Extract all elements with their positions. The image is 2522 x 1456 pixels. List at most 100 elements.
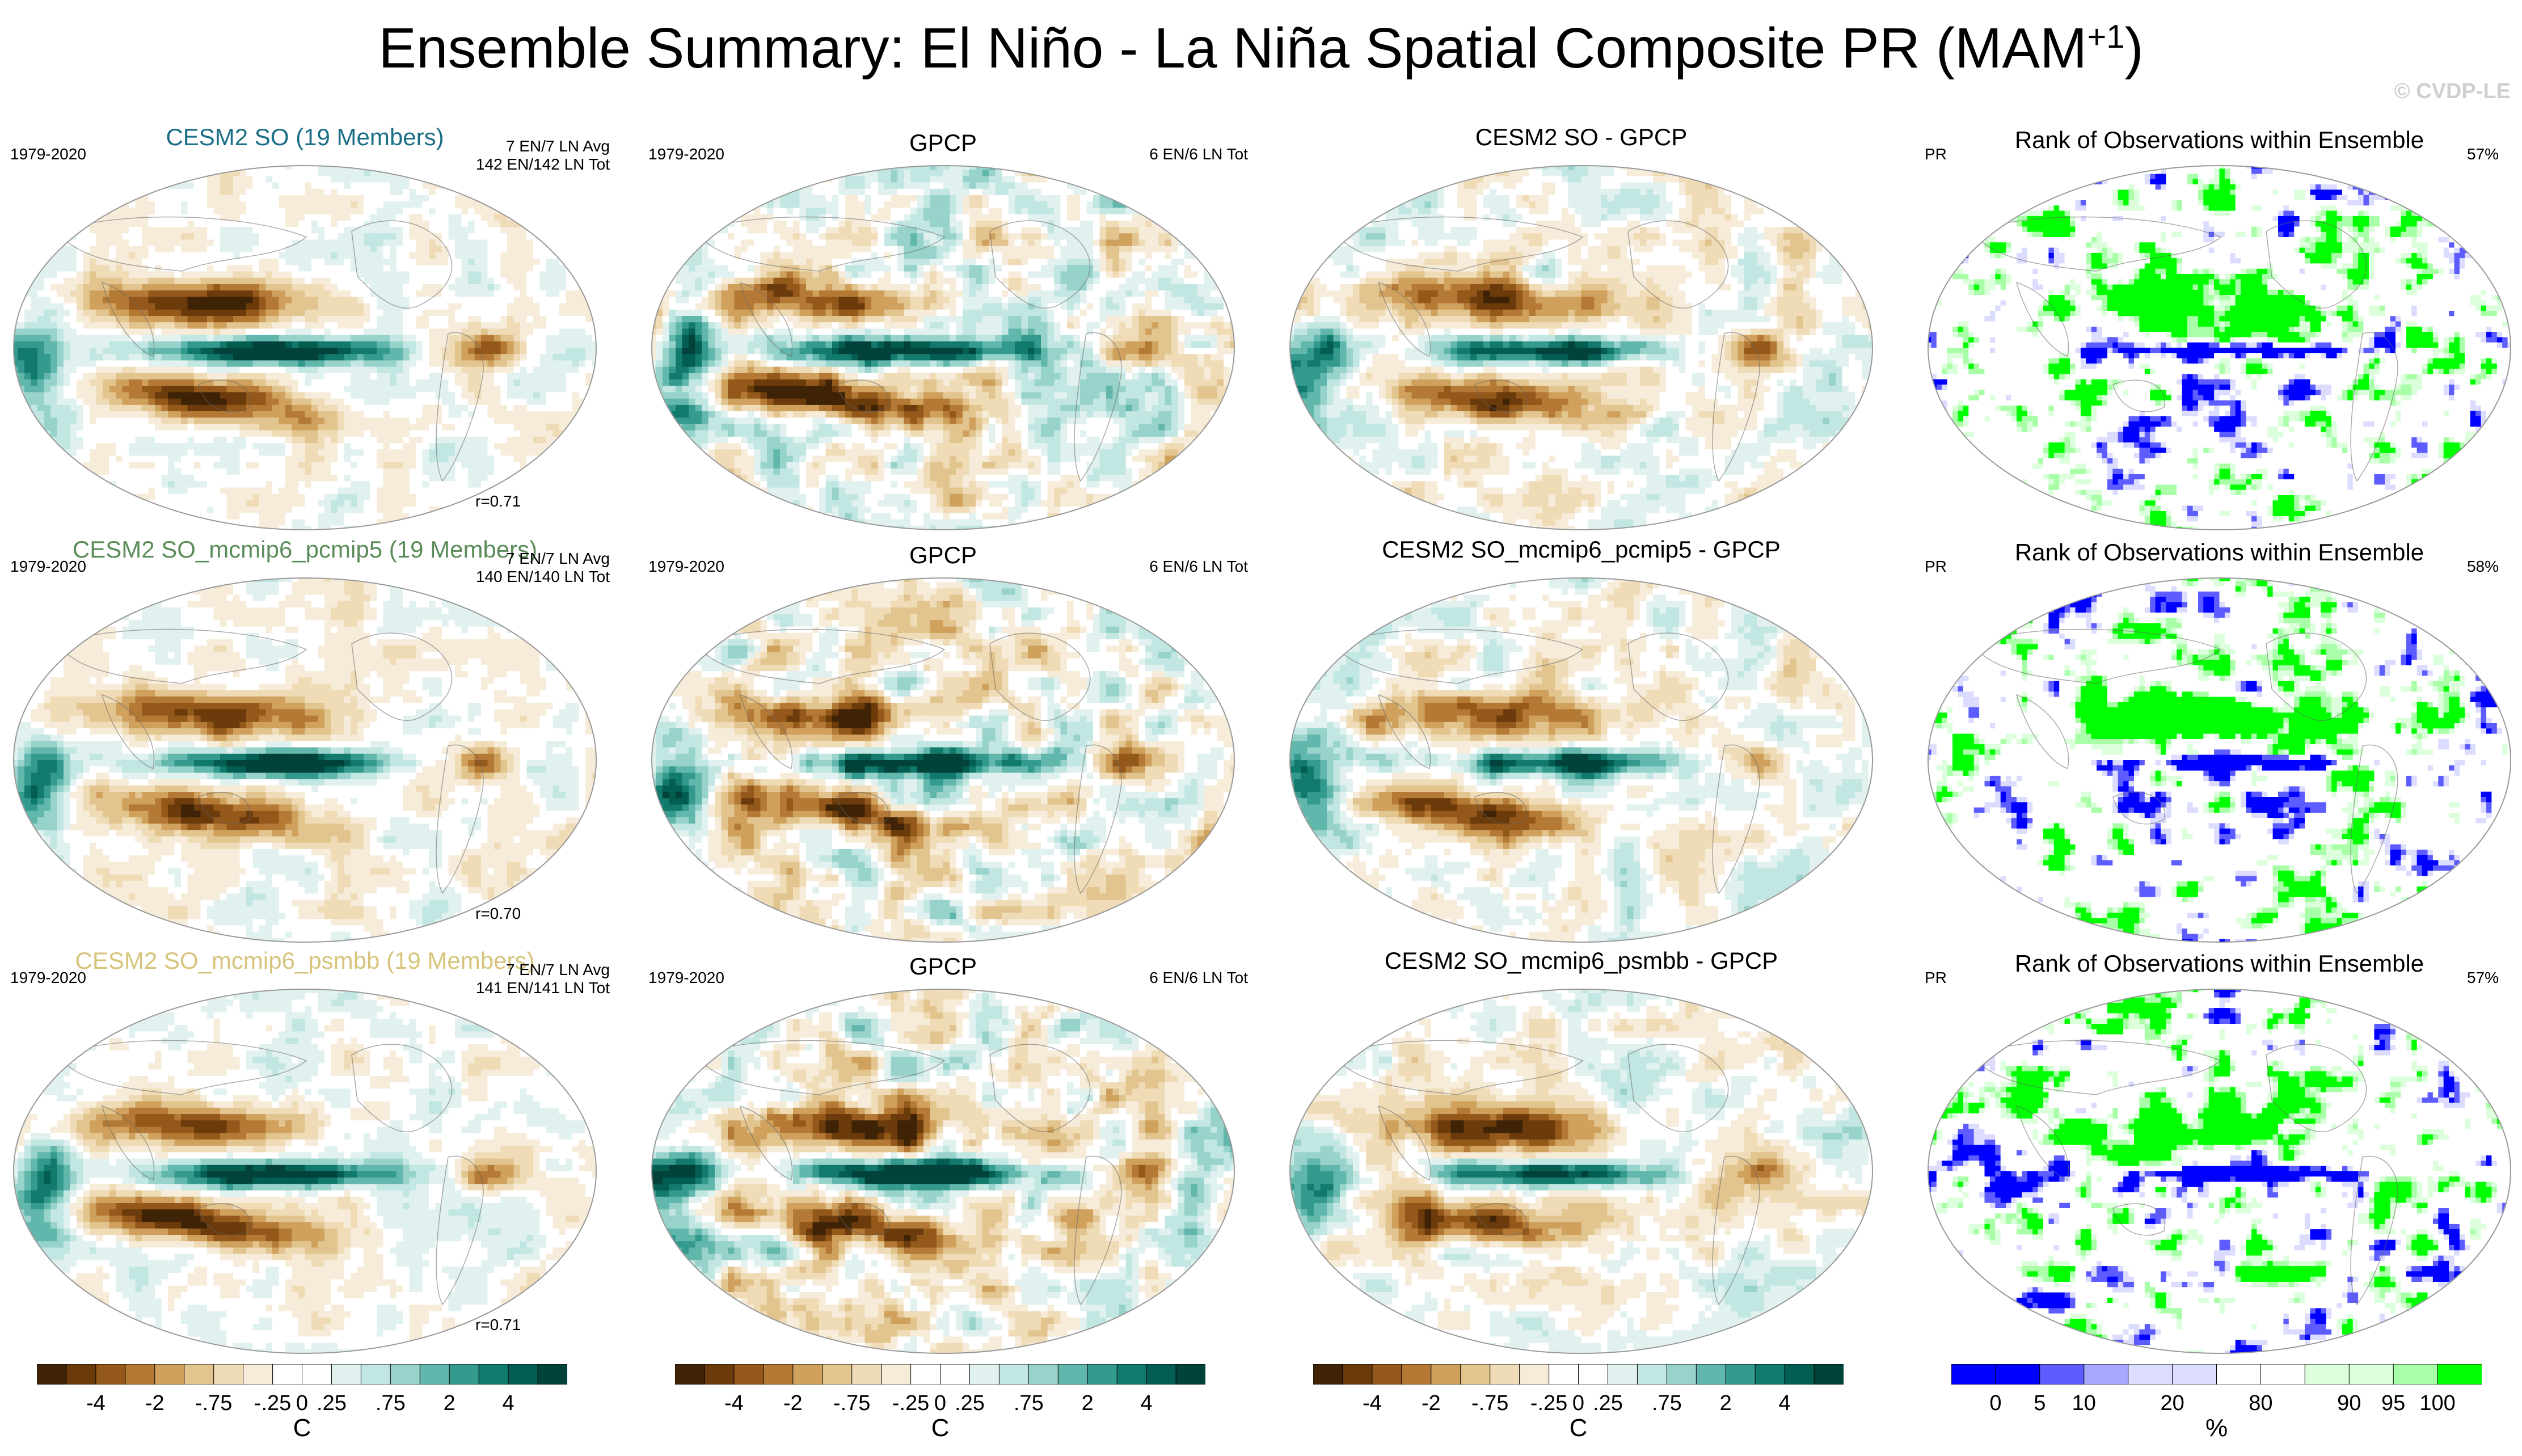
period-label: 1979-2020 <box>10 145 86 163</box>
en-ln-tot-label: 6 EN/6 LN Tot <box>1100 558 1248 576</box>
variable-label: PR <box>1925 969 1947 987</box>
colorbar-tick-label: 2 <box>444 1391 456 1416</box>
anomaly-colorbar-1 <box>675 1364 1205 1385</box>
colorbar-tick-label: -.25 <box>254 1391 291 1416</box>
colorbar-swatch <box>734 1364 764 1385</box>
colorbar-tick-label: 80 <box>2249 1391 2272 1416</box>
colorbar-swatch <box>675 1364 705 1385</box>
colorbar-swatch <box>764 1364 793 1385</box>
colorbar-tick-label: -.25 <box>892 1391 929 1416</box>
colorbar-swatch <box>1608 1364 1637 1385</box>
diff-map-0 <box>1288 163 1875 532</box>
en-ln-tot-label: 6 EN/6 LN Tot <box>1100 969 1248 987</box>
diff-map-1 <box>1288 576 1875 944</box>
colorbar-tick-label: .25 <box>955 1391 985 1416</box>
obs-map-1 <box>650 576 1237 944</box>
obs-map-2 <box>650 987 1237 1356</box>
colorbar-swatch <box>243 1364 273 1385</box>
rank-percent-label: 58% <box>2414 558 2499 576</box>
colorbar-tick-label: .75 <box>376 1391 406 1416</box>
colorbar-swatch <box>1087 1364 1117 1385</box>
colorbar-swatch <box>273 1364 302 1385</box>
pattern-correlation-label: r=0.71 <box>475 492 521 510</box>
colorbar-swatch <box>1667 1364 1696 1385</box>
pattern-correlation-label: r=0.70 <box>475 905 521 923</box>
colorbar-tick-label: 10 <box>2072 1391 2096 1416</box>
anomaly-colorbar-2 <box>1313 1364 1844 1385</box>
figure-title: Ensemble Summary: El Niño - La Niña Spat… <box>0 16 2522 81</box>
colorbar-swatch <box>155 1364 184 1385</box>
colorbar-tick-label: 2 <box>1082 1391 1094 1416</box>
colorbar-swatch <box>2349 1364 2393 1385</box>
colorbar-tick-label: 90 <box>2337 1391 2361 1416</box>
en-ln-avg-label: 7 EN/7 LN Avg <box>462 961 610 979</box>
colorbar-swatch <box>1058 1364 1087 1385</box>
colorbar-swatch <box>214 1364 243 1385</box>
en-ln-avg-label: 7 EN/7 LN Avg <box>462 550 610 568</box>
colorbar-swatch <box>1520 1364 1549 1385</box>
colorbar-swatch <box>1431 1364 1461 1385</box>
colorbar-tick-label: 95 <box>2381 1391 2405 1416</box>
en-ln-avg-label: 7 EN/7 LN Avg <box>462 137 610 155</box>
colorbar-swatch <box>705 1364 734 1385</box>
colorbar-tick-label: 100 <box>2419 1391 2455 1416</box>
rank-percent-label: 57% <box>2414 969 2499 987</box>
colorbar-swatch <box>184 1364 214 1385</box>
period-label: 1979-2020 <box>648 145 724 163</box>
rank-colorbar <box>1951 1364 2482 1385</box>
colorbar-swatch <box>1814 1364 1844 1385</box>
colorbar-swatch <box>66 1364 96 1385</box>
diff-panel-title: CESM2 SO_mcmip6_psmbb - GPCP <box>1288 947 1875 974</box>
colorbar-unit: % <box>2205 1414 2228 1442</box>
colorbar-swatch <box>420 1364 449 1385</box>
colorbar-swatch <box>96 1364 125 1385</box>
colorbar-swatch <box>1579 1364 1608 1385</box>
colorbar-swatch <box>941 1364 970 1385</box>
rank-percent-label: 57% <box>2414 145 2499 163</box>
colorbar-tick-label: -2 <box>1422 1391 1441 1416</box>
colorbar-swatch <box>1785 1364 1814 1385</box>
colorbar-tick-label: -.75 <box>195 1391 232 1416</box>
colorbar-swatch <box>538 1364 567 1385</box>
copyright-label: © CVDP-LE <box>2394 79 2511 104</box>
colorbar-swatch <box>1028 1364 1058 1385</box>
colorbar-swatch <box>882 1364 911 1385</box>
colorbar-tick-label: -.75 <box>1471 1391 1508 1416</box>
diff-map-2 <box>1288 987 1875 1356</box>
colorbar-tick-label: -.25 <box>1530 1391 1567 1416</box>
colorbar-swatch <box>1461 1364 1490 1385</box>
pattern-correlation-label: r=0.71 <box>475 1316 521 1334</box>
colorbar-swatch <box>2084 1364 2128 1385</box>
rank-map-0 <box>1926 163 2513 532</box>
colorbar-swatch <box>2173 1364 2217 1385</box>
colorbar-swatch <box>2393 1364 2437 1385</box>
colorbar-unit: C <box>931 1414 950 1442</box>
colorbar-swatch <box>1313 1364 1343 1385</box>
period-label: 1979-2020 <box>10 558 86 576</box>
en-ln-tot-label: 6 EN/6 LN Tot <box>1100 145 1248 163</box>
colorbar-swatch <box>2217 1364 2261 1385</box>
colorbar-swatch <box>1402 1364 1431 1385</box>
colorbar-swatch <box>125 1364 155 1385</box>
model-map-0 <box>11 163 598 532</box>
colorbar-tick-label: -.75 <box>833 1391 870 1416</box>
colorbar-swatch <box>1117 1364 1146 1385</box>
colorbar-swatch <box>1996 1364 2040 1385</box>
colorbar-tick-label: -4 <box>86 1391 106 1416</box>
colorbar-swatch <box>361 1364 390 1385</box>
rank-map-1 <box>1926 576 2513 944</box>
colorbar-swatch <box>1490 1364 1520 1385</box>
colorbar-tick-label: 5 <box>2034 1391 2046 1416</box>
rank-map-2 <box>1926 987 2513 1356</box>
colorbar-swatch <box>793 1364 823 1385</box>
colorbar-swatch <box>969 1364 999 1385</box>
period-label: 1979-2020 <box>648 558 724 576</box>
colorbar-swatch <box>999 1364 1028 1385</box>
colorbar-tick-label: -4 <box>1363 1391 1382 1416</box>
colorbar-tick-label: 20 <box>2160 1391 2184 1416</box>
colorbar-swatch <box>1637 1364 1667 1385</box>
colorbar-tick-label: -4 <box>724 1391 744 1416</box>
colorbar-swatch <box>2260 1364 2305 1385</box>
colorbar-tick-label: 0 <box>1572 1391 1584 1416</box>
diff-panel-title: CESM2 SO - GPCP <box>1288 124 1875 151</box>
